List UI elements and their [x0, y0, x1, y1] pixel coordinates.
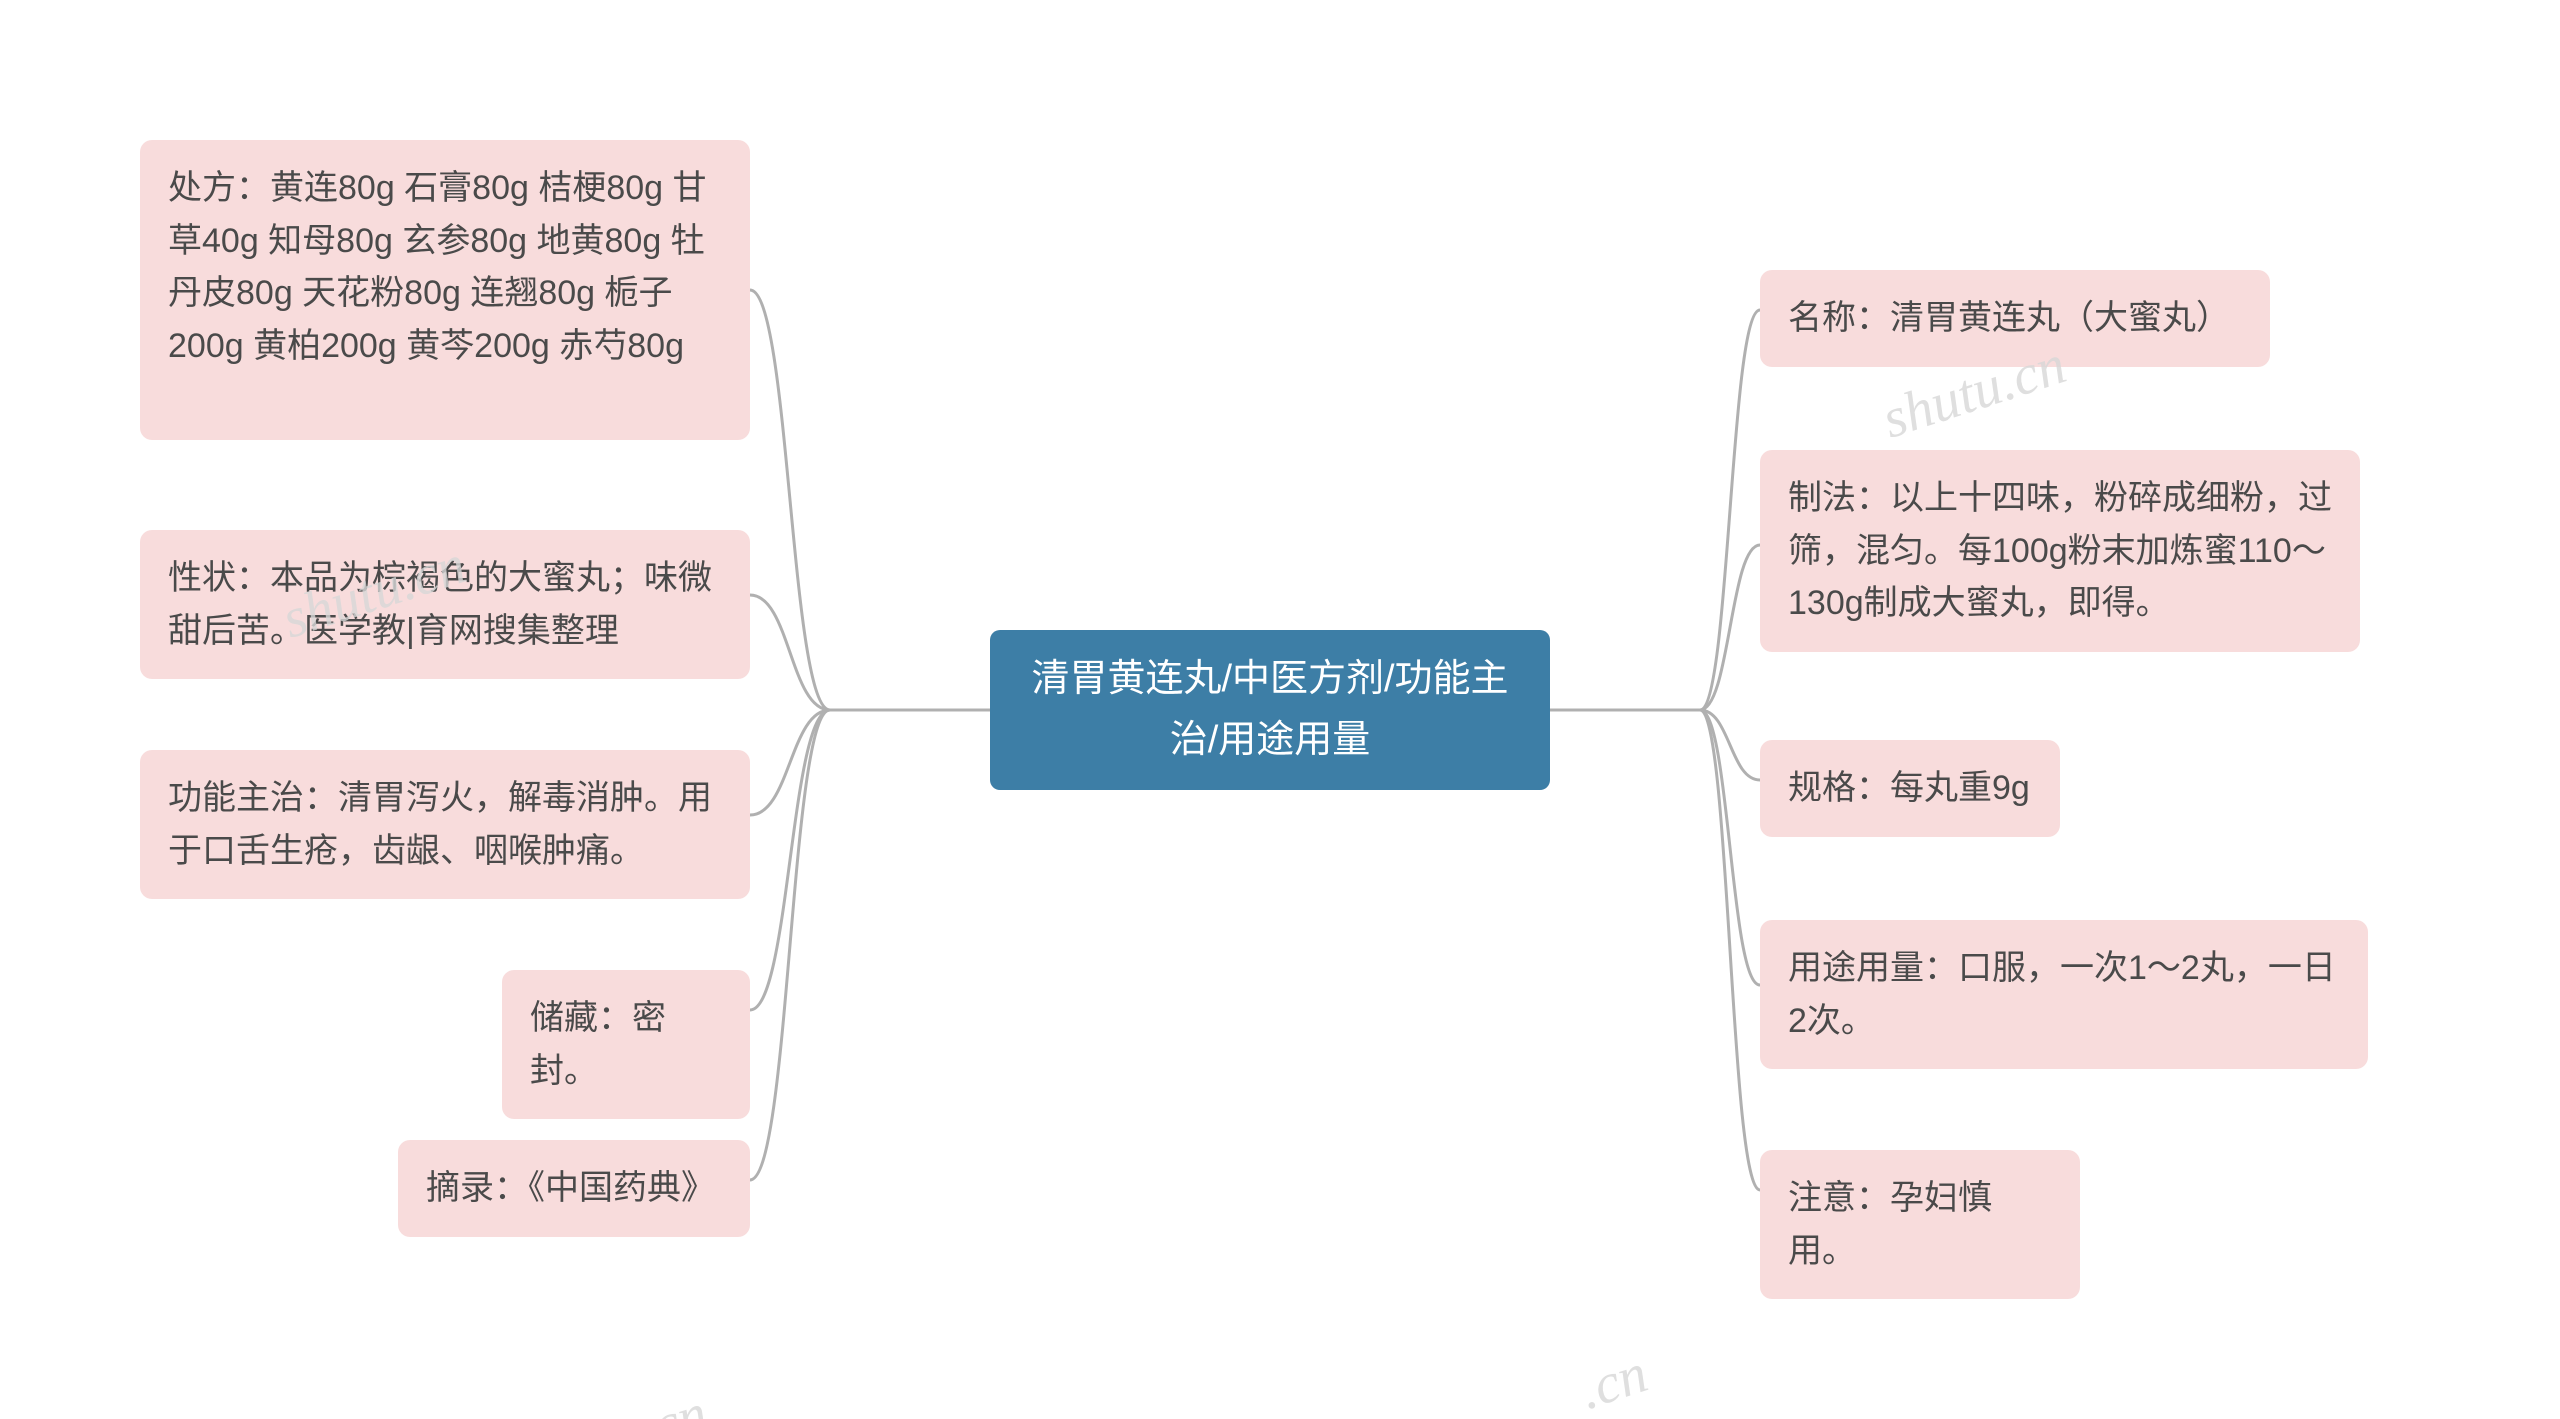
leaf-text: 摘录：《中国药典》: [426, 1169, 715, 1207]
leaf-method: 制法：以上十四味，粉碎成细粉，过筛，混匀。每100g粉末加炼蜜110～130g制…: [1760, 450, 2360, 652]
leaf-text: 制法：以上十四味，粉碎成细粉，过筛，混匀。每100g粉末加炼蜜110～130g制…: [1788, 479, 2332, 622]
leaf-function: 功能主治：清胃泻火，解毒消肿。用于口舌生疮，齿龈、咽喉肿痛。: [140, 750, 750, 899]
leaf-prescription: 处方：黄连80g 石膏80g 桔梗80g 甘草40g 知母80g 玄参80g 地…: [140, 140, 750, 440]
leaf-text: 名称：清胃黄连丸（大蜜丸）: [1788, 299, 2230, 337]
leaf-properties: 性状：本品为棕褐色的大蜜丸；味微甜后苦。医学教|育网搜集整理: [140, 530, 750, 679]
mindmap-canvas: 清胃黄连丸/中医方剂/功能主治/用途用量 处方：黄连80g 石膏80g 桔梗80…: [0, 0, 2560, 1419]
leaf-text: 注意：孕妇慎用。: [1788, 1179, 1992, 1270]
leaf-excerpt: 摘录：《中国药典》: [398, 1140, 750, 1237]
leaf-name: 名称：清胃黄连丸（大蜜丸）: [1760, 270, 2270, 367]
leaf-text: 储藏：密封。: [530, 999, 666, 1090]
center-node: 清胃黄连丸/中医方剂/功能主治/用途用量: [990, 630, 1550, 790]
leaf-storage: 储藏：密封。: [502, 970, 750, 1119]
leaf-text: 用途用量：口服，一次1～2丸，一日2次。: [1788, 949, 2336, 1040]
watermark: .cn: [632, 1381, 715, 1419]
leaf-usage: 用途用量：口服，一次1～2丸，一日2次。: [1760, 920, 2368, 1069]
leaf-text: 功能主治：清胃泻火，解毒消肿。用于口舌生疮，齿龈、咽喉肿痛。: [168, 779, 712, 870]
leaf-text: 处方：黄连80g 石膏80g 桔梗80g 甘草40g 知母80g 玄参80g 地…: [168, 169, 707, 365]
leaf-text: 性状：本品为棕褐色的大蜜丸；味微甜后苦。医学教|育网搜集整理: [168, 559, 712, 650]
watermark: .cn: [1572, 1341, 1655, 1419]
leaf-caution: 注意：孕妇慎用。: [1760, 1150, 2080, 1299]
leaf-text: 规格：每丸重9g: [1788, 769, 2030, 807]
leaf-spec: 规格：每丸重9g: [1760, 740, 2060, 837]
center-node-text: 清胃黄连丸/中医方剂/功能主治/用途用量: [1030, 649, 1510, 771]
